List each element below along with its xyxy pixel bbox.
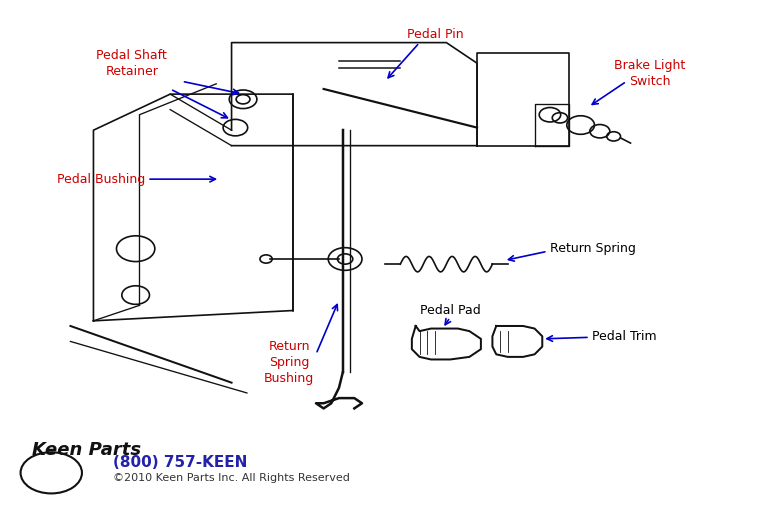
Text: Pedal Shaft
Retainer: Pedal Shaft Retainer bbox=[96, 49, 167, 78]
Text: Pedal Bushing: Pedal Bushing bbox=[57, 172, 146, 185]
Text: ©2010 Keen Parts Inc. All Rights Reserved: ©2010 Keen Parts Inc. All Rights Reserve… bbox=[112, 473, 350, 483]
Text: Keen Parts: Keen Parts bbox=[32, 441, 141, 458]
Text: (800) 757-KEEN: (800) 757-KEEN bbox=[112, 455, 247, 470]
Text: Return
Spring
Bushing: Return Spring Bushing bbox=[264, 339, 314, 384]
Text: Pedal Trim: Pedal Trim bbox=[592, 330, 657, 343]
Text: Return Spring: Return Spring bbox=[550, 242, 636, 255]
Text: Brake Light
Switch: Brake Light Switch bbox=[614, 59, 685, 88]
Text: Pedal Pad: Pedal Pad bbox=[420, 304, 480, 317]
Text: Pedal Pin: Pedal Pin bbox=[407, 28, 464, 41]
